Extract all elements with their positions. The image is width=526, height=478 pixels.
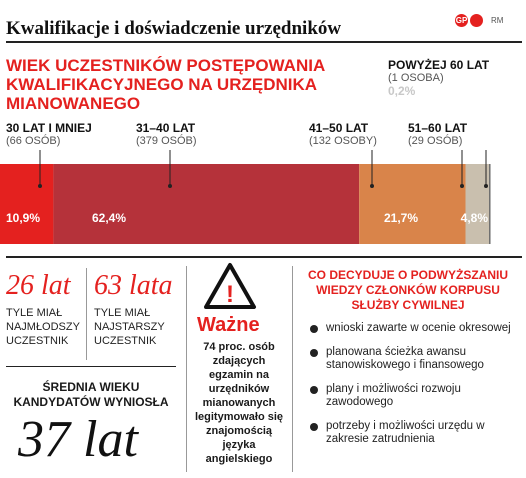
important-text: 74 proc. osób zdających egzamin na urzęd…: [194, 341, 284, 465]
publisher-logo: GP RM: [455, 14, 503, 27]
pointer-dot-30-and-less: [38, 184, 42, 188]
bar-segment-31-40: [53, 164, 360, 244]
average-age-value: 37 lat: [18, 411, 138, 468]
logo-credit: RM: [491, 16, 504, 25]
bar-segment-30-and-less: [0, 164, 54, 244]
pointer-dot-51-60: [460, 184, 464, 188]
category-label-31-40: 31–40 LAT (379 OSÓB): [136, 121, 197, 148]
pointer-dot-31-40: [168, 184, 172, 188]
category-label-51-60: 51–60 LAT (29 OSÓB): [408, 121, 468, 148]
oldest-age-value: 63 lata: [94, 270, 173, 301]
important-title: Ważne: [197, 314, 260, 336]
bar-value-label-31-40: 62,4%: [92, 211, 126, 225]
average-age-label: ŚREDNIA WIEKU KANDYDATÓW WYNIOSŁA: [13, 380, 169, 409]
category-label-41-50: 41–50 LAT (132 OSOBY): [309, 121, 377, 148]
list-item: plany i możliwości rozwoju zawodowego: [308, 383, 516, 409]
bar-segment-over-60: [489, 164, 491, 244]
list-item: wnioski zawarte w ocenie okresowej: [308, 322, 516, 335]
bar-segment-41-50: [359, 164, 466, 244]
pointer-dot-over-60: [484, 184, 488, 188]
decisions-list: wnioski zawarte w ocenie okresowej plano…: [308, 322, 516, 457]
column-divider-2: [292, 266, 293, 472]
over-60-percent-label: 0,2%: [388, 84, 416, 98]
average-divider: [6, 366, 176, 367]
page-title: Kwalifikacje i doświadczenie urzędników: [6, 18, 342, 39]
youngest-age-value: 26 lat: [6, 270, 71, 301]
decisions-title: CO DECYDUJE O PODWYŻSZANIU WIEDZY CZŁONK…: [307, 268, 508, 312]
pointer-dot-41-50: [370, 184, 374, 188]
bar-value-label-30-and-less: 10,9%: [6, 211, 40, 225]
category-label-over-60: POWYŻEJ 60 LAT (1 OSOBA) 0,2%: [388, 58, 490, 98]
title-divider: [6, 41, 522, 43]
age-stacked-bar: 10,9% 62,4% 21,7% 4,8%: [0, 150, 491, 244]
youngest-age-label: TYLE MIAŁ NAJMŁODSZY UCZESTNIK: [6, 307, 80, 347]
bar-value-label-51-60: 4,8%: [461, 211, 489, 225]
chart-title: WIEK UCZESTNIKÓW POSTĘPOWANIA KWALIFIKAC…: [6, 56, 325, 113]
section-divider: [6, 256, 522, 258]
stats-divider: [86, 268, 87, 360]
list-item: potrzeby i możliwości urzędu w zakresie …: [308, 420, 516, 446]
logo-mark-2: [470, 14, 483, 27]
oldest-age-label: TYLE MIAŁ NAJSTARSZY UCZESTNIK: [94, 307, 165, 347]
bar-value-label-41-50: 21,7%: [384, 211, 418, 225]
list-item: planowana ścieżka awansu stanowiskowego …: [308, 346, 516, 372]
category-label-30-and-less: 30 LAT I MNIEJ (66 OSÓB): [6, 121, 92, 148]
column-divider-1: [186, 266, 187, 472]
bar-segment-51-60: [465, 164, 490, 244]
warning-triangle-icon: !: [204, 263, 256, 309]
logo-mark: GP: [455, 14, 468, 27]
warning-glyph: !: [226, 281, 234, 308]
